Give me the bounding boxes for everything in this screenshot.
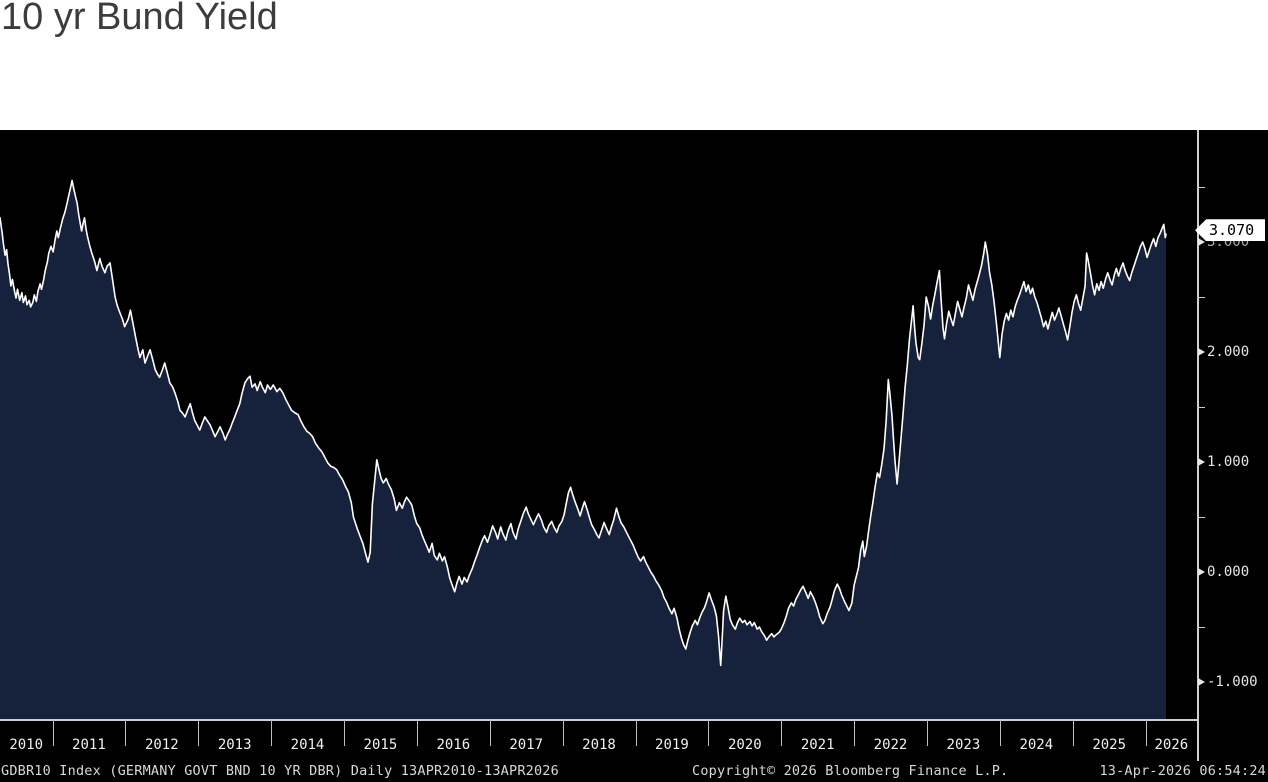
x-axis-label: 2017 [509, 737, 544, 753]
y-major-tick-arrow [1198, 238, 1205, 246]
area-fill [0, 180, 1166, 720]
x-axis-label: 2011 [72, 737, 106, 753]
x-axis-label: 2014 [290, 737, 325, 753]
x-axis-label: 2024 [1019, 737, 1054, 753]
x-axis-label: 2013 [217, 737, 252, 753]
y-major-tick-arrow [1198, 348, 1205, 356]
page-title: 10 yr Bund Yield [1, 0, 278, 38]
x-year-tick [344, 720, 345, 746]
footer-security-info: GDBR10 Index (GERMANY GOVT BND 10 YR DBR… [1, 763, 559, 779]
x-year-tick [271, 720, 273, 746]
y-axis-line [1197, 130, 1199, 761]
x-axis-label: 2019 [655, 737, 689, 753]
x-year-tick [999, 720, 1001, 746]
x-year-tick [1145, 720, 1147, 746]
x-year-tick [927, 720, 928, 746]
x-axis-label: 2022 [873, 737, 908, 753]
y-axis-label: -1.000 [1207, 674, 1258, 690]
x-year-tick [125, 720, 127, 746]
y-axis-label: 0.000 [1207, 564, 1250, 580]
y-minor-tick [1198, 297, 1205, 298]
x-axis-label: 2023 [946, 737, 981, 753]
x-year-tick [1072, 720, 1074, 746]
y-minor-tick [1198, 187, 1205, 188]
last-price-badge: 3.070 [1195, 219, 1265, 242]
x-axis-line [0, 719, 1198, 721]
x-year-tick [52, 720, 54, 746]
x-year-tick [781, 720, 783, 746]
y-major-tick-arrow [1198, 678, 1205, 686]
footer-timestamp: 13-Apr-2026 06:54:24 [1099, 763, 1266, 779]
y-minor-tick [1198, 627, 1205, 628]
last-price-value: 3.070 [1209, 221, 1255, 240]
x-year-tick [708, 720, 710, 746]
x-year-tick [416, 720, 418, 746]
x-axis-label: 2025 [1092, 737, 1127, 753]
x-year-tick [635, 720, 637, 746]
chart-footer: GDBR10 Index (GERMANY GOVT BND 10 YR DBR… [0, 761, 1268, 782]
x-axis-label: 2018 [582, 737, 616, 753]
x-axis-label: 2020 [727, 737, 762, 753]
y-minor-tick [1198, 517, 1205, 518]
x-axis-label: 2026 [1154, 737, 1189, 753]
x-year-tick [198, 720, 200, 746]
y-axis-label: 1.000 [1207, 454, 1250, 470]
x-year-tick [562, 720, 564, 746]
y-major-tick-arrow [1198, 568, 1205, 576]
x-axis-label: 2010 [9, 737, 44, 753]
y-major-tick-arrow [1198, 458, 1205, 466]
x-axis-label: 2012 [144, 737, 179, 753]
x-year-tick [489, 720, 491, 746]
yield-area-chart [0, 179, 1167, 720]
y-axis-label: 2.000 [1207, 344, 1250, 360]
x-axis-label: 2016 [436, 737, 471, 753]
x-axis-label: 2021 [800, 737, 835, 753]
x-year-tick [854, 720, 856, 746]
footer-copyright: Copyright© 2026 Bloomberg Finance L.P. [692, 763, 1009, 779]
x-axis-label: 2015 [363, 737, 398, 753]
yield-line [0, 179, 1167, 667]
y-minor-tick [1198, 407, 1205, 408]
chart-area[interactable]: 3.000 2.000 1.000 0.000 -1.000 2010 2011 2012 2… [0, 130, 1268, 782]
